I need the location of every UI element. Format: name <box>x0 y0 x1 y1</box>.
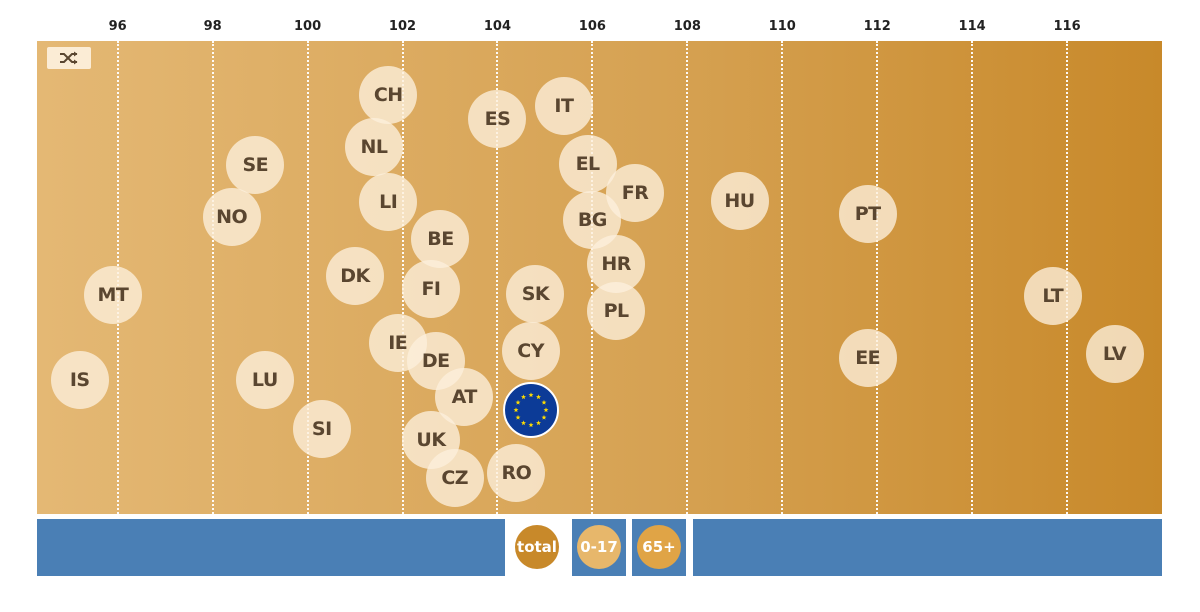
eu-star <box>535 420 541 426</box>
eu-star <box>528 392 534 398</box>
filter-total-button[interactable]: total <box>515 525 559 569</box>
filter-bar: total 0-17 65+ <box>37 519 1162 576</box>
bubble-cz[interactable]: CZ <box>425 449 484 507</box>
bubble-ch[interactable]: CH <box>359 66 418 124</box>
shuffle-icon <box>60 51 78 65</box>
eu-star <box>515 399 521 405</box>
bubble-lu[interactable]: LU <box>235 351 294 409</box>
bubble-pl[interactable]: PL <box>587 282 646 340</box>
eu-stars-icon <box>513 392 549 428</box>
x-tick-label: 112 <box>863 19 891 34</box>
bubble-dk[interactable]: DK <box>326 247 385 305</box>
eu-flag-bubble[interactable] <box>502 382 559 438</box>
bubble-ee[interactable]: EE <box>838 329 897 387</box>
x-tick-label: 102 <box>388 19 417 34</box>
bubble-cy[interactable]: CY <box>501 322 560 380</box>
filter-65-button[interactable]: 65+ <box>637 525 681 569</box>
gridline <box>401 41 404 514</box>
filter-bar-right <box>693 519 1162 576</box>
gridline <box>306 41 309 514</box>
plot-area: CH NL LI SE NO ES IT EL FR BG HU PT BE DK FI HR SK PL MT LT… <box>37 41 1162 514</box>
bubble-be[interactable]: BE <box>411 210 470 268</box>
x-tick-label: 96 <box>108 19 127 34</box>
eu-star <box>541 399 547 405</box>
bubble-pt[interactable]: PT <box>838 185 897 243</box>
bubble-ro[interactable]: RO <box>487 444 546 502</box>
x-tick-label: 104 <box>483 19 511 34</box>
filter-0-17-label: 0-17 <box>580 538 618 556</box>
bubble-nl[interactable]: NL <box>345 118 404 176</box>
bubble-li[interactable]: LI <box>359 173 418 231</box>
filter-65-label: 65+ <box>642 538 676 556</box>
bubble-is[interactable]: IS <box>50 351 109 409</box>
bubble-lv[interactable]: LV <box>1085 325 1144 383</box>
shuffle-button[interactable] <box>47 47 91 69</box>
x-tick-label: 114 <box>958 19 986 34</box>
x-tick-label: 116 <box>1053 19 1081 34</box>
eu-star <box>513 407 519 413</box>
gridline <box>781 41 784 514</box>
gridline <box>876 41 879 514</box>
eu-star <box>520 394 526 400</box>
filter-bar-left <box>37 519 505 576</box>
bubble-it[interactable]: IT <box>534 77 593 135</box>
x-tick-label: 108 <box>673 19 701 34</box>
x-tick-label: 110 <box>768 19 796 34</box>
bubble-no[interactable]: NO <box>202 188 261 246</box>
gridline <box>971 41 974 514</box>
gridline <box>496 41 499 514</box>
bubble-bg[interactable]: BG <box>563 191 622 249</box>
bubble-fr[interactable]: FR <box>606 164 665 222</box>
bubble-fi[interactable]: FI <box>401 260 460 318</box>
x-axis: 96 98 100 102 104 106 108 110 112 114 116 <box>0 0 1200 40</box>
eu-star <box>543 407 549 413</box>
gridline <box>211 41 214 514</box>
eu-star <box>528 422 534 428</box>
filter-0-17-button[interactable]: 0-17 <box>577 525 621 569</box>
bubble-sk[interactable]: SK <box>506 265 565 323</box>
gridline <box>686 41 689 514</box>
bubble-lt[interactable]: LT <box>1023 267 1082 325</box>
x-tick-label: 106 <box>578 19 606 34</box>
eu-star <box>520 420 526 426</box>
bubble-es[interactable]: ES <box>468 90 527 148</box>
x-tick-label: 98 <box>203 19 222 34</box>
bubble-mt[interactable]: MT <box>83 266 142 324</box>
eu-star <box>515 414 521 420</box>
bubble-el[interactable]: EL <box>558 135 617 193</box>
eu-star <box>541 414 547 420</box>
bubble-se[interactable]: SE <box>226 136 285 194</box>
x-tick-label: 100 <box>293 19 322 34</box>
bubble-hu[interactable]: HU <box>710 172 769 230</box>
eu-star <box>535 394 541 400</box>
filter-total-label: total <box>517 538 557 556</box>
bubble-si[interactable]: SI <box>292 400 351 458</box>
